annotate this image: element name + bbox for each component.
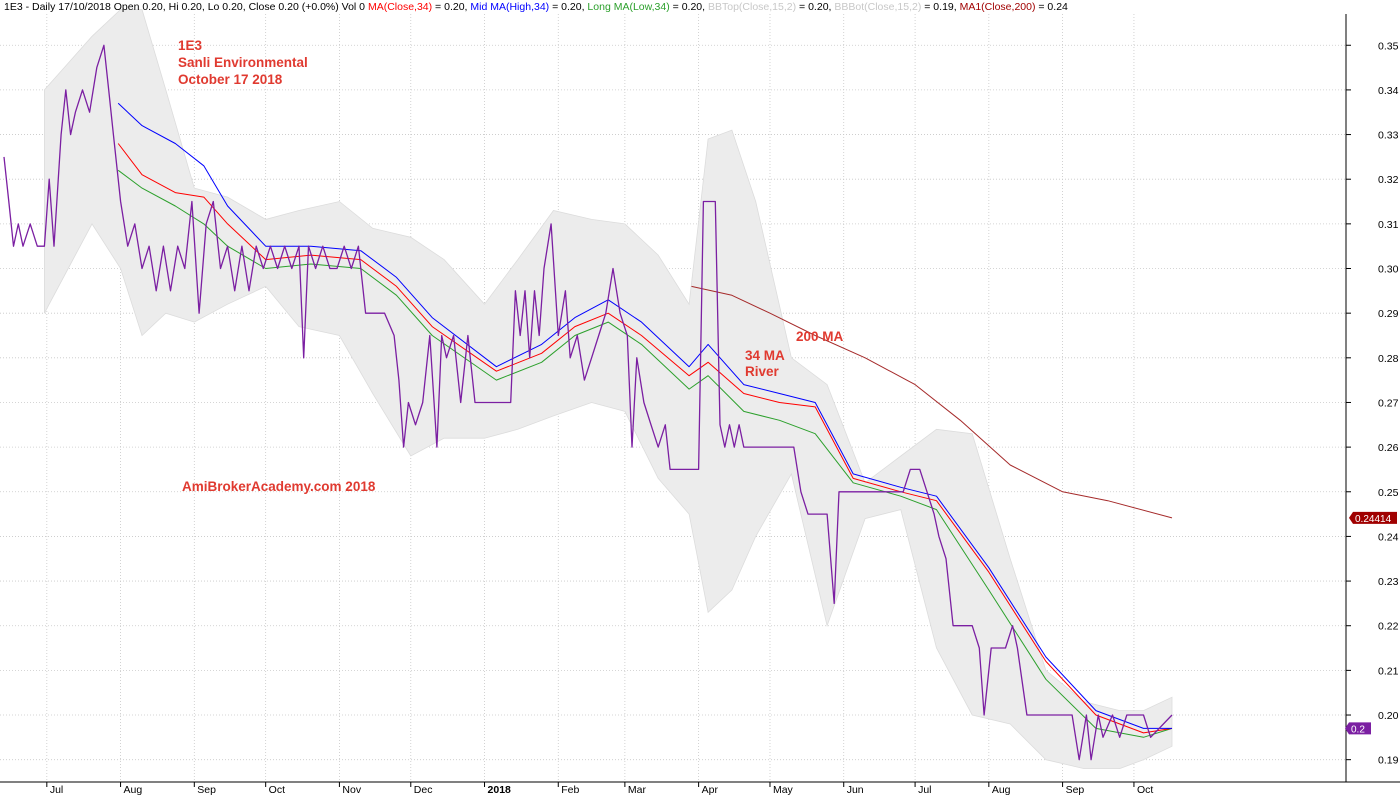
y-tick-label: 0.32 <box>1378 174 1399 186</box>
y-tick-label: 0.19 <box>1378 755 1399 767</box>
x-tick-label: Mar <box>628 784 647 796</box>
header-part-8: = 0.20, <box>796 1 834 13</box>
y-axis-ticks: 0.19 0.20 0.21 0.22 0.23 0.24 0.25 0.26 0.27 0.28… <box>1346 40 1399 767</box>
annotation-river: River <box>745 364 780 379</box>
y-tick-label: 0.25 <box>1378 487 1399 499</box>
bollinger-band <box>44 9 1173 769</box>
series-line-price <box>3 44 1173 761</box>
y-tick-label: 0.29 <box>1378 308 1399 320</box>
watermark: AmiBrokerAcademy.com 2018 <box>182 479 376 494</box>
last-value-label: 0.24414 <box>1355 514 1392 525</box>
x-tick-label: Oct <box>1137 784 1153 796</box>
y-tick-label: 0.33 <box>1378 130 1399 142</box>
series-line-ma-low <box>117 169 1173 738</box>
header-part-6: = 0.20, <box>670 1 708 13</box>
x-tick-label: May <box>773 784 794 796</box>
header-part-7: BBTop(Close,15,2) <box>708 1 796 13</box>
annotation-34ma: 34 MA <box>745 348 785 363</box>
y-tick-label: 0.20 <box>1378 710 1399 722</box>
y-tick-label: 0.28 <box>1378 353 1399 365</box>
x-tick-label: Aug <box>992 784 1011 796</box>
x-tick-label: Aug <box>124 784 143 796</box>
x-tick-label: Dec <box>414 784 433 796</box>
header-part-4: = 0.20, <box>549 1 587 13</box>
y-tick-label: 0.31 <box>1378 219 1399 231</box>
header-part-2: = 0.20, <box>432 1 470 13</box>
y-tick-label: 0.34 <box>1378 85 1399 97</box>
y-tick-label: 0.26 <box>1378 442 1399 454</box>
x-tick-label: Oct <box>269 784 285 796</box>
header-part-0: 1E3 - Daily 17/10/2018 Open 0.20, Hi 0.2… <box>4 1 368 13</box>
header-part-5: Long MA(Low,34) <box>587 1 669 13</box>
y-tick-label: 0.35 <box>1378 40 1399 52</box>
series-line-ma-close <box>117 143 1173 734</box>
header-part-10: = 0.19, <box>921 1 959 13</box>
annotation-200ma: 200 MA <box>796 329 844 344</box>
x-tick-label: Jun <box>847 784 864 796</box>
x-tick-label: Nov <box>342 784 361 796</box>
y-tick-label: 0.30 <box>1378 264 1399 276</box>
series-line-ma200 <box>691 285 1173 519</box>
header-part-1: MA(Close,34) <box>368 1 432 13</box>
header-part-9: BBBot(Close,15,2) <box>834 1 921 13</box>
x-axis-ticks: Jul Aug Sep Oct Nov Dec 2018 Feb Mar Apr May Jun Jul… <box>46 782 1153 796</box>
x-tick-label: Jul <box>918 784 931 796</box>
header-part-11: MA1(Close,200) <box>960 1 1036 13</box>
last-value-marker <box>1349 511 1397 524</box>
header-part-12: = 0.24 <box>1035 1 1068 13</box>
x-tick-label: Sep <box>197 784 216 796</box>
y-tick-label: 0.23 <box>1378 576 1399 588</box>
header-part-3: Mid MA(High,34) <box>470 1 549 13</box>
annotation-ticker: 1E3 <box>178 38 203 53</box>
last-value-label: 0.2 <box>1351 724 1365 735</box>
y-tick-label: 0.27 <box>1378 397 1399 409</box>
series-line-ma-high <box>117 102 1172 729</box>
last-value-marker <box>1345 722 1371 735</box>
y-tick-label: 0.21 <box>1378 665 1399 677</box>
x-tick-label: 2018 <box>488 784 512 796</box>
annotation-date: October 17 2018 <box>178 72 283 87</box>
chart-header: 1E3 - Daily 17/10/2018 Open 0.20, Hi 0.2… <box>4 1 1068 13</box>
x-tick-label: Apr <box>702 784 719 796</box>
annotation-company: Sanli Environmental <box>178 55 308 70</box>
y-tick-label: 0.22 <box>1378 621 1399 633</box>
bollinger-band-area <box>44 9 1173 769</box>
x-tick-label: Jul <box>50 784 63 796</box>
x-tick-label: Sep <box>1066 784 1085 796</box>
series-lines <box>3 44 1173 761</box>
y-tick-label: 0.24 <box>1378 531 1399 543</box>
last-value-markers: 0.24414 0.2 <box>1345 511 1397 735</box>
x-tick-label: Feb <box>561 784 579 796</box>
